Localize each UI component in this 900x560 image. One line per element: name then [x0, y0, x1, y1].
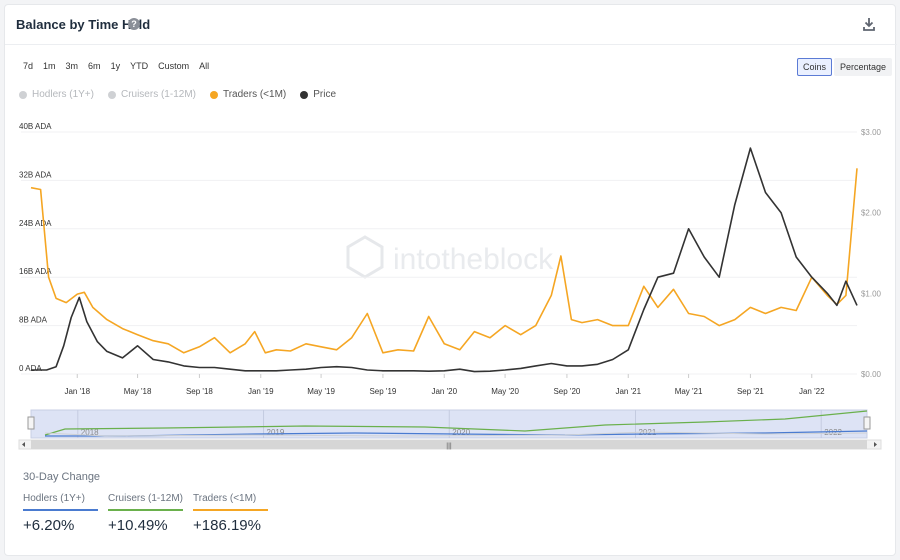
- unit-button-coins[interactable]: Coins: [797, 58, 833, 76]
- left-axis-tick-label: 40B ADA: [19, 122, 52, 131]
- thirty-day-change: 30-Day Change Hodlers (1Y+) +6.20% Cruiser…: [23, 471, 268, 534]
- right-axis-tick-label: $0.00: [861, 370, 882, 379]
- x-axis-tick-label: May '21: [675, 387, 703, 396]
- legend-item-hodlers-1y[interactable]: Hodlers (1Y+): [19, 89, 94, 100]
- navigator-year-label: 2019: [267, 428, 285, 437]
- scroll-left-arrow-icon: [22, 442, 25, 447]
- range-button-3m[interactable]: 3m: [65, 61, 79, 71]
- range-button-all[interactable]: All: [199, 61, 210, 71]
- watermark-text: intotheblock: [393, 243, 554, 276]
- range-button-6m[interactable]: 6m: [88, 61, 101, 71]
- chart-legend: Hodlers (1Y+) Cruisers (1-12M) Traders (<1…: [19, 89, 336, 100]
- legend-dot-icon: [107, 90, 116, 99]
- left-axis-tick-label: 8B ADA: [19, 316, 48, 325]
- x-axis-tick-label: Jan '21: [615, 387, 641, 396]
- legend-label: Price: [313, 89, 337, 100]
- legend-label: Hodlers (1Y+): [32, 89, 94, 100]
- left-axis-tick-label: 24B ADA: [19, 219, 52, 228]
- navigator-year-label: 2020: [452, 428, 470, 437]
- chart-area[interactable]: intotheblock 0 ADA 8B ADA 16B ADA 24B ADA 32B…: [5, 5, 897, 465]
- unit-selector: Coins Percentage: [797, 58, 893, 76]
- legend-dot-icon: [19, 90, 27, 99]
- range-button-custom[interactable]: Custom: [158, 61, 190, 71]
- help-icon[interactable]: ?: [128, 18, 140, 30]
- x-axis-tick-label: Jan '22: [799, 387, 825, 396]
- scroll-grip-icon: |||: [446, 443, 452, 450]
- legend-item-price[interactable]: Price: [300, 89, 336, 100]
- left-axis-tick-label: 0 ADA: [19, 364, 42, 373]
- change-label: Cruisers (1-12M): [108, 493, 183, 511]
- right-axis-tick-label: $1.00: [861, 289, 882, 298]
- right-axis-tick-label: $2.00: [861, 209, 882, 218]
- x-axis-tick-label: Jan '18: [64, 387, 90, 396]
- legend-item-traders-1m[interactable]: Traders (<1M): [209, 89, 287, 100]
- download-icon[interactable]: [861, 16, 877, 32]
- navigator-line-cruisers: [44, 410, 868, 436]
- x-axis-tick-label: Sep '20: [553, 387, 580, 396]
- change-label: Traders (<1M): [193, 493, 268, 511]
- legend-item-cruisers-1-12m[interactable]: Cruisers (1-12M): [107, 89, 196, 100]
- navigator-line-other: [44, 431, 868, 437]
- x-axis-tick-label: May '18: [124, 387, 152, 396]
- scrollbar-thumb: [31, 440, 867, 449]
- change-column-cruisers-1-12m: Cruisers (1-12M) +10.49%: [108, 493, 183, 534]
- watermark: intotheblock: [346, 235, 554, 279]
- thirty-day-change-columns: Hodlers (1Y+) +6.20% Cruisers (1-12M) +10.4…: [23, 493, 268, 534]
- legend-label: Cruisers (1-12M): [120, 89, 196, 100]
- change-column-hodlers-1y: Hodlers (1Y+) +6.20%: [23, 493, 98, 534]
- right-axis-tick-label: $3.00: [861, 128, 882, 137]
- range-button-1m[interactable]: 1m: [43, 61, 56, 71]
- navigator-right-handle[interactable]: [863, 416, 871, 430]
- change-value: +10.49%: [108, 517, 168, 534]
- x-axis-tick-label: Sep '19: [369, 387, 396, 396]
- legend-label: Traders (<1M): [222, 89, 287, 100]
- navigator-scrollbar[interactable]: |||: [18, 439, 882, 450]
- left-axis-tick-label: 16B ADA: [19, 267, 52, 276]
- navigator-year-label: 2022: [824, 428, 842, 437]
- unit-button-percentage[interactable]: Percentage: [834, 58, 893, 76]
- change-label: Hodlers (1Y+): [23, 493, 98, 511]
- change-column-traders-1m: Traders (<1M) +186.19%: [193, 493, 268, 534]
- x-axis-tick-label: May '19: [307, 387, 335, 396]
- series-line-price[interactable]: [31, 147, 858, 373]
- navigator-year-label: 2018: [81, 428, 99, 437]
- scroll-right-arrow-icon: [874, 442, 877, 447]
- watermark-logo-icon: [346, 235, 384, 279]
- x-axis-tick-label: Jan '20: [431, 387, 457, 396]
- legend-dot-icon: [209, 90, 218, 99]
- x-axis-tick-label: May '20: [491, 387, 519, 396]
- range-navigator[interactable]: 2018 2019 2020 2021 2022: [27, 409, 871, 439]
- legend-dot-icon: [300, 90, 309, 99]
- x-axis-tick-label: Sep '21: [737, 387, 764, 396]
- time-range-selector: 7d 1m 3m 6m 1y YTD Custom All: [19, 59, 213, 73]
- chart-title: Balance by Time Held: [16, 17, 151, 32]
- range-button-1y[interactable]: 1y: [110, 61, 121, 71]
- change-value: +6.20%: [23, 517, 75, 534]
- chart-card: Balance by Time Held ? 7d 1m 3m 6m 1y YTD Cust…: [4, 4, 897, 556]
- change-value: +186.19%: [193, 517, 261, 534]
- left-axis-tick-label: 32B ADA: [19, 170, 52, 179]
- range-button-ytd[interactable]: YTD: [130, 61, 149, 71]
- card-header: Balance by Time Held ?: [5, 5, 897, 45]
- range-button-7d[interactable]: 7d: [23, 61, 34, 71]
- x-axis-tick-label: Jan '19: [248, 387, 274, 396]
- series-line-traders-1m[interactable]: [30, 168, 858, 354]
- thirty-day-change-title: 30-Day Change: [23, 471, 101, 483]
- x-axis-tick-label: Sep '18: [186, 387, 213, 396]
- navigator-left-handle[interactable]: [27, 416, 35, 430]
